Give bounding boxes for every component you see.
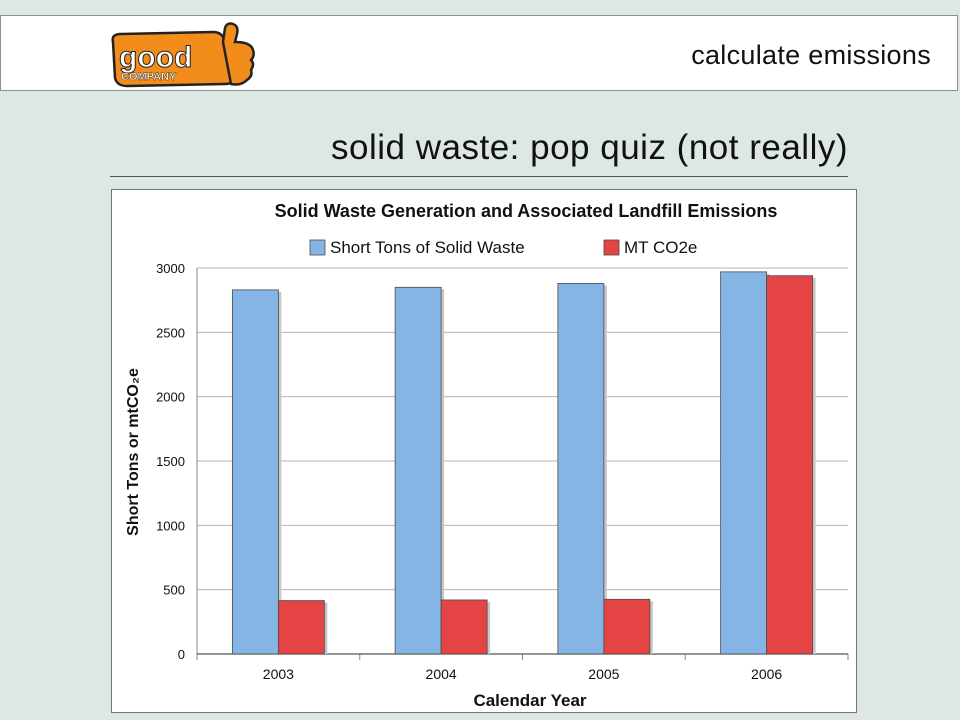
legend-swatch bbox=[603, 239, 620, 256]
legend-label: MT CO2e bbox=[624, 238, 697, 257]
chart-container: Solid Waste Generation and Associated La… bbox=[111, 189, 857, 713]
bar-mt-co2e-2006 bbox=[766, 275, 814, 655]
bar-mt-co2e-2005 bbox=[603, 598, 651, 655]
chart-bars bbox=[231, 271, 816, 655]
bar-mt-co2e-2003 bbox=[277, 600, 325, 655]
section-title: calculate emissions bbox=[691, 40, 931, 70]
x-tick-label: 2004 bbox=[426, 666, 457, 682]
x-tick-labels: 2003 2004 2005 2006 bbox=[263, 666, 783, 682]
header-bar: good COMPANY calculate emissions bbox=[0, 15, 958, 91]
y-axis-label: Short Tons or mtCO₂e bbox=[125, 368, 142, 536]
y-tick-label: 2000 bbox=[156, 390, 185, 405]
x-tick-label: 2003 bbox=[263, 666, 294, 682]
y-tick-label: 0 bbox=[178, 647, 185, 662]
x-axis-label: Calendar Year bbox=[473, 691, 586, 710]
y-tick-label: 1500 bbox=[156, 454, 185, 469]
y-tick-labels: 0 500 1000 1500 2000 2500 3000 bbox=[156, 261, 185, 662]
title-divider bbox=[110, 176, 848, 177]
y-tick-label: 3000 bbox=[156, 261, 185, 276]
legend-swatch bbox=[309, 239, 326, 256]
bar-chart: Solid Waste Generation and Associated La… bbox=[125, 201, 849, 710]
bar-short-tons-of-solid-waste-2004 bbox=[394, 286, 442, 655]
bar-short-tons-of-solid-waste-2005 bbox=[557, 283, 605, 655]
logo-text-top: good bbox=[119, 41, 192, 74]
legend-label: Short Tons of Solid Waste bbox=[330, 238, 525, 257]
logo-text-bottom: COMPANY bbox=[121, 71, 177, 83]
y-tick-label: 1000 bbox=[156, 518, 185, 533]
x-tick-label: 2005 bbox=[588, 666, 619, 682]
slide-title: solid waste: pop quiz (not really) bbox=[331, 128, 848, 167]
x-tick-label: 2006 bbox=[751, 666, 782, 682]
bar-mt-co2e-2004 bbox=[440, 599, 488, 655]
bar-short-tons-of-solid-waste-2006 bbox=[720, 271, 768, 655]
chart-title: Solid Waste Generation and Associated La… bbox=[275, 201, 778, 221]
y-tick-label: 500 bbox=[163, 583, 185, 598]
good-company-logo: good COMPANY bbox=[111, 22, 255, 88]
y-tick-label: 2500 bbox=[156, 325, 185, 340]
chart-legend: Short Tons of Solid Waste MT CO2e bbox=[309, 238, 697, 257]
bar-short-tons-of-solid-waste-2003 bbox=[231, 289, 279, 655]
